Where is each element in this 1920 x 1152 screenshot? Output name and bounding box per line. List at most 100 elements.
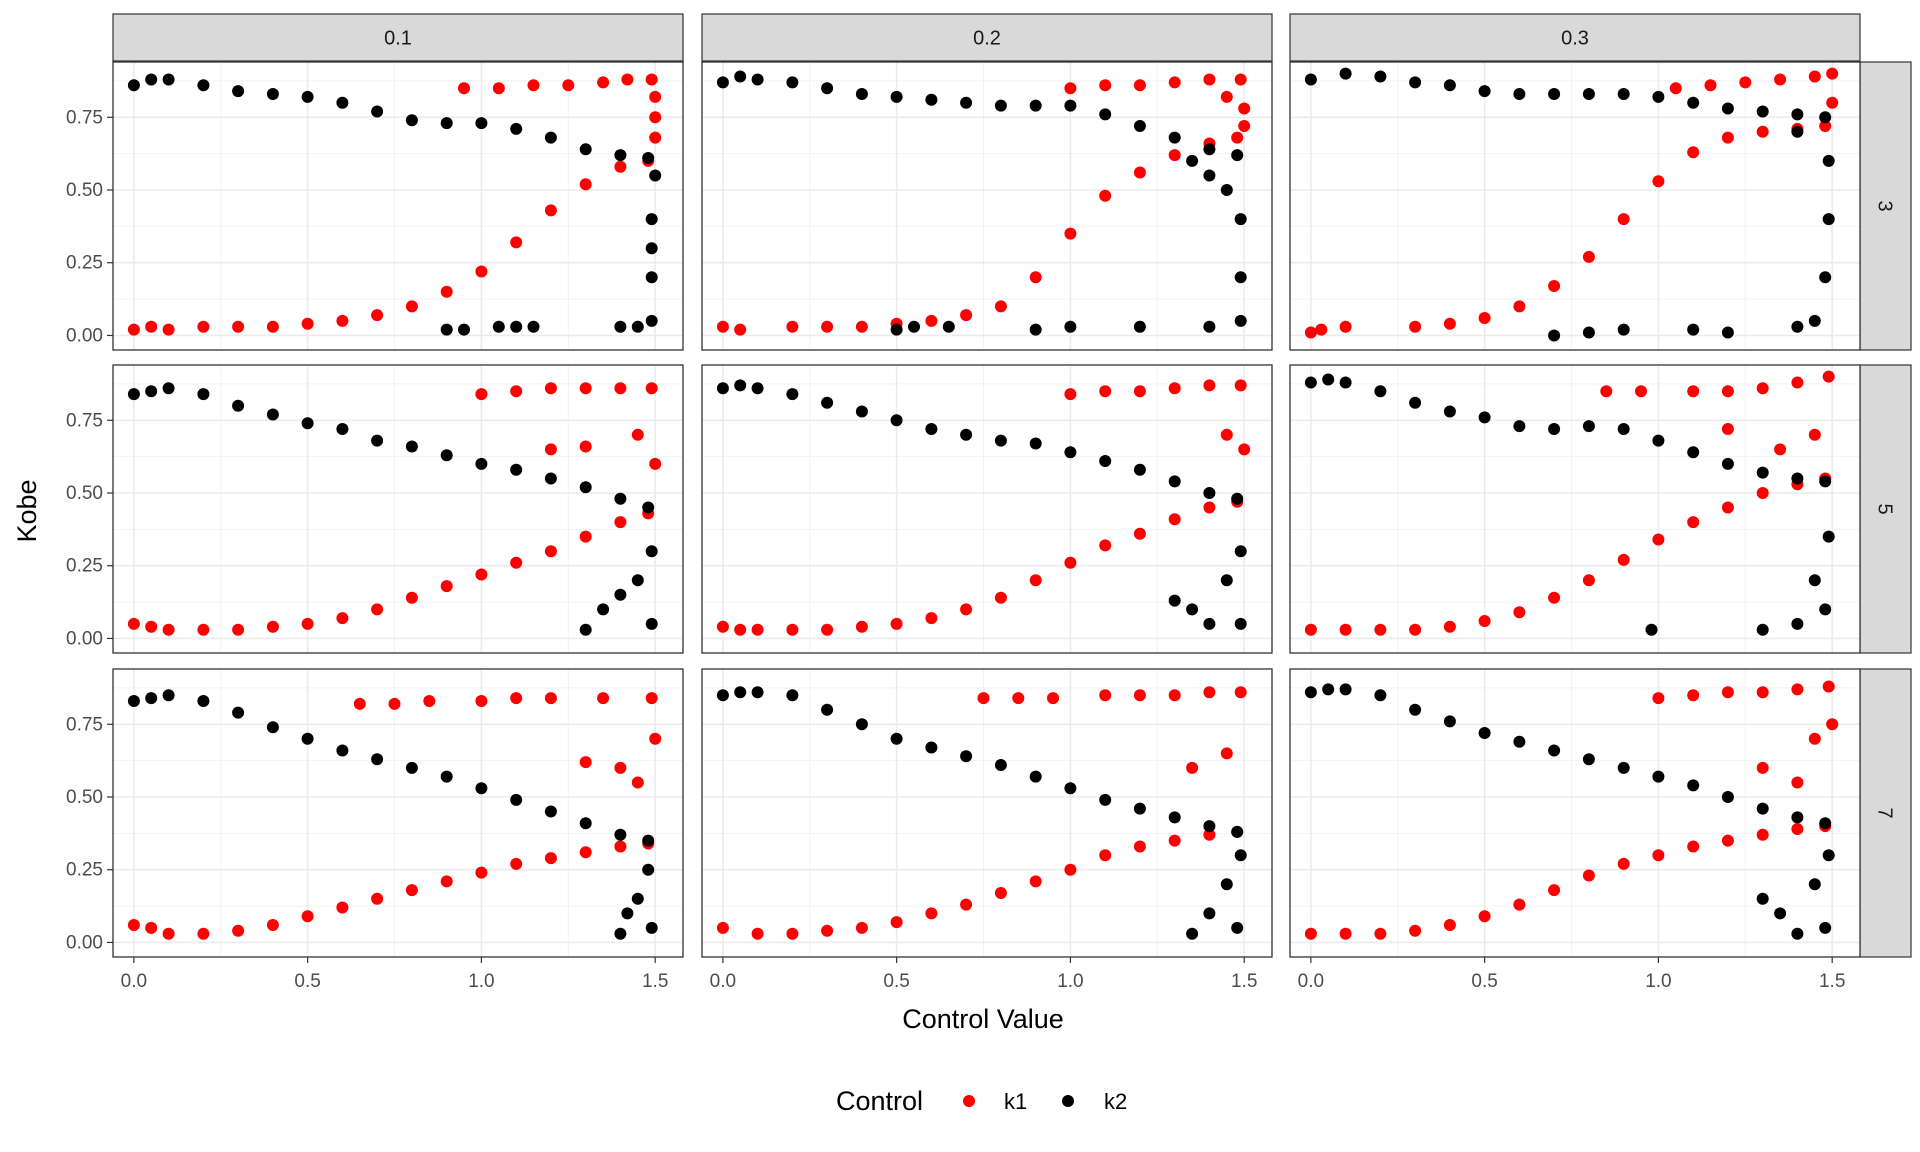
data-point-k1 [855,320,868,333]
panel [1289,668,1861,958]
data-point-k1 [1617,213,1630,226]
data-point-k1 [1652,533,1665,546]
data-point-k1 [1168,834,1181,847]
data-point-k2 [1652,90,1665,103]
data-point-k2 [1029,99,1042,112]
data-point-k1 [1443,620,1456,633]
data-point-k1 [1234,73,1247,86]
data-point-k1 [458,82,470,95]
data-point-k1 [1029,271,1042,284]
data-point-k1 [1168,76,1181,89]
data-point-k1 [1756,125,1769,138]
data-point-k1 [1791,823,1804,835]
data-point-k1 [1168,513,1181,526]
data-point-k1 [1756,487,1769,499]
data-point-k1 [1409,320,1422,333]
data-point-k2 [994,434,1007,447]
data-point-k1 [614,382,627,395]
data-point-k1 [631,428,644,441]
column-strip [701,13,1273,62]
data-point-k1 [1339,623,1352,636]
data-point-k1 [960,603,973,616]
x-tick-label: 1.0 [1057,971,1083,992]
data-point-k2 [1304,73,1317,86]
data-point-k1 [1064,82,1077,95]
data-point-k1 [579,756,592,769]
data-point-k1 [371,603,384,616]
data-point-k2 [1819,475,1832,488]
x-tick-label: 1.5 [642,971,668,992]
data-point-k2 [1029,437,1042,450]
x-tick-label: 0.5 [1471,971,1497,992]
data-point-k1 [1548,591,1561,604]
data-point-k1 [734,623,747,636]
data-point-k2 [1617,423,1630,435]
data-point-k2 [1582,88,1595,100]
data-point-k1 [336,901,349,914]
panel-border [1289,61,1861,351]
data-point-k2 [544,805,557,818]
data-point-k2 [1617,88,1630,100]
data-point-k1 [1203,828,1216,841]
data-point-k1 [232,320,245,333]
data-point-k1 [579,530,592,543]
data-point-k1 [645,73,658,86]
data-point-k2 [1203,169,1216,182]
data-point-k1 [1339,927,1352,940]
data-point-k1 [1099,849,1112,862]
data-point-k2 [1756,892,1769,905]
data-point-k1 [544,545,557,558]
data-point-k2 [1478,727,1491,739]
data-point-k2 [925,423,938,435]
data-point-k2 [197,695,210,707]
data-point-k2 [1409,76,1422,89]
y-tick-label: 0.00 [66,628,103,649]
data-point-k2 [614,320,627,333]
data-point-k2 [1513,420,1526,433]
panel [701,668,1273,958]
data-point-k1 [510,556,523,569]
data-point-k1 [1374,623,1387,636]
data-point-k1 [527,79,540,92]
data-point-k2 [579,143,592,156]
data-point-k1 [1064,388,1077,401]
data-point-k2 [1819,817,1832,830]
x-tick-label: 1.5 [1231,971,1257,992]
y-tick-label: 0.00 [66,325,103,346]
panel-border [112,364,684,654]
data-point-k2 [1819,111,1832,124]
data-point-k1 [1513,898,1526,911]
data-point-k2 [145,73,158,86]
data-point-k2 [1443,405,1456,418]
data-point-k2 [1064,320,1077,333]
panel-border [701,364,1273,654]
data-point-k2 [1339,67,1352,80]
data-point-k1 [266,620,279,633]
data-point-k2 [1133,463,1146,476]
data-point-k1 [1238,443,1251,456]
data-point-k1 [127,617,140,630]
data-point-k2 [1822,849,1835,862]
data-point-k1 [1635,385,1647,398]
data-point-k1 [544,443,557,456]
data-point-k1 [994,591,1007,604]
data-point-k2 [458,323,470,336]
data-point-k2 [1099,455,1112,467]
data-point-k1 [786,623,799,636]
data-point-k1 [1600,385,1613,398]
data-point-k2 [405,114,418,127]
y-tick-label: 0.75 [66,714,103,735]
data-point-k2 [1819,271,1832,284]
data-point-k1 [1304,927,1317,940]
panel-background [702,62,1272,350]
data-point-k1 [1168,382,1181,395]
data-point-k2 [579,481,592,494]
data-point-k1 [1304,326,1317,339]
data-point-k1 [266,919,279,931]
data-point-k2 [301,732,314,745]
data-point-k2 [1029,323,1042,336]
data-point-k2 [1339,683,1352,696]
data-point-k1 [649,131,662,144]
data-point-k1 [162,927,175,940]
data-point-k2 [232,85,245,98]
